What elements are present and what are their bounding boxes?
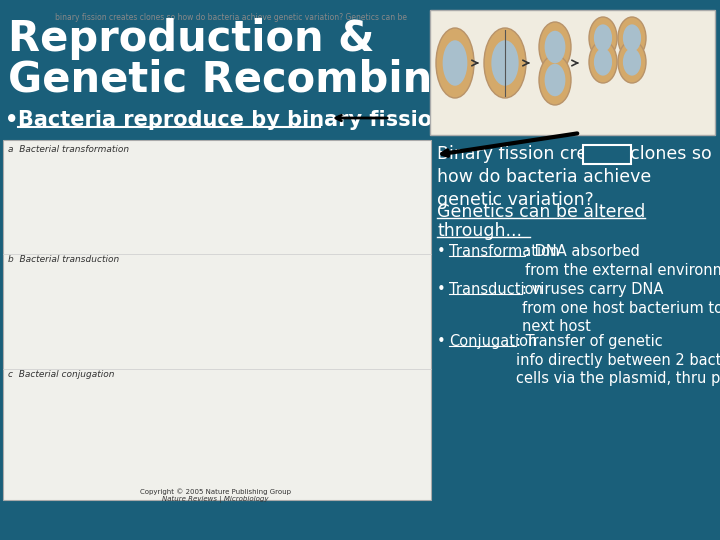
Text: •: •	[437, 282, 446, 297]
Text: Transformation: Transformation	[449, 244, 559, 259]
Ellipse shape	[623, 49, 641, 76]
Text: Copyright © 2005 Nature Publishing Group: Copyright © 2005 Nature Publishing Group	[140, 488, 290, 495]
Text: Bacteria reproduce by binary fission: Bacteria reproduce by binary fission	[18, 110, 447, 130]
Ellipse shape	[544, 31, 565, 63]
Ellipse shape	[623, 24, 641, 52]
Text: •: •	[437, 334, 446, 349]
Ellipse shape	[594, 49, 612, 76]
Ellipse shape	[589, 17, 617, 59]
FancyBboxPatch shape	[3, 140, 431, 500]
Ellipse shape	[491, 40, 518, 86]
Ellipse shape	[484, 28, 526, 98]
Ellipse shape	[539, 22, 571, 72]
Text: Genetics can be altered: Genetics can be altered	[437, 203, 645, 221]
Text: binary fission creates clones so how do bacteria achieve genetic variation? Gene: binary fission creates clones so how do …	[55, 13, 407, 22]
Text: Reproduction &: Reproduction &	[8, 18, 374, 60]
Ellipse shape	[443, 40, 467, 86]
Ellipse shape	[539, 55, 571, 105]
Ellipse shape	[436, 28, 474, 98]
Text: : viruses carry DNA
from one host bacterium to its
next host: : viruses carry DNA from one host bacter…	[522, 282, 720, 334]
Text: through...: through...	[437, 222, 522, 240]
Text: b  Bacterial transduction: b Bacterial transduction	[8, 255, 120, 264]
FancyBboxPatch shape	[430, 10, 715, 135]
Text: : DNA absorbed
from the external environment: : DNA absorbed from the external environ…	[525, 244, 720, 278]
Ellipse shape	[589, 41, 617, 83]
Text: Genetic Recombination: Genetic Recombination	[8, 58, 552, 100]
Text: •: •	[437, 244, 446, 259]
Text: a  Bacterial transformation: a Bacterial transformation	[8, 145, 129, 154]
Text: Conjugation: Conjugation	[449, 334, 537, 349]
Ellipse shape	[618, 17, 646, 59]
Text: Nature Reviews | Microbiology: Nature Reviews | Microbiology	[162, 496, 269, 503]
Ellipse shape	[618, 41, 646, 83]
Ellipse shape	[544, 64, 565, 96]
FancyBboxPatch shape	[583, 145, 631, 164]
Text: Transduction: Transduction	[449, 282, 543, 297]
Ellipse shape	[594, 24, 612, 52]
Text: Binary fission creates clones so
how do bacteria achieve
genetic variation?: Binary fission creates clones so how do …	[437, 145, 712, 209]
Text: c  Bacterial conjugation: c Bacterial conjugation	[8, 370, 114, 379]
Text: : Transfer of genetic
info directly between 2 bacteria
cells via the plasmid, th: : Transfer of genetic info directly betw…	[516, 334, 720, 386]
Text: •: •	[5, 110, 19, 130]
